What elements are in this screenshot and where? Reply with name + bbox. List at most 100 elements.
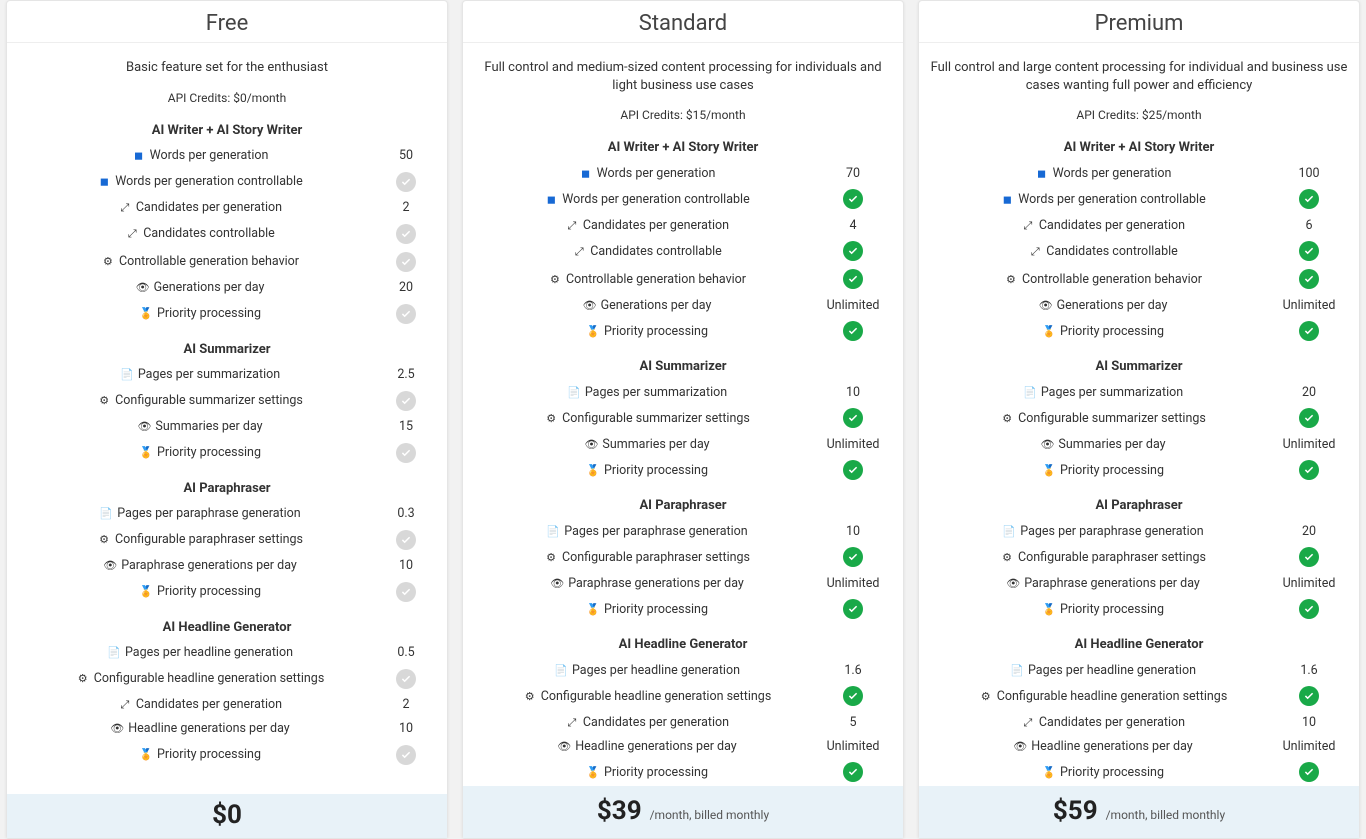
- per_day-icon: 👁: [1013, 741, 1027, 752]
- feature-row: ⤢Candidates per generation2: [7, 196, 447, 220]
- per_day-icon: 👁: [103, 560, 117, 571]
- priority-icon: 🏅: [139, 308, 153, 319]
- feature-value: 1.6: [817, 663, 889, 678]
- priority-icon: 🏅: [1042, 326, 1056, 337]
- feature-label: 👁Generations per day: [477, 298, 817, 313]
- check-icon: [396, 582, 416, 602]
- feature-row: ⤢Candidates per generation10: [919, 710, 1359, 734]
- check-icon: [396, 669, 416, 689]
- feature-label: ◼Words per generation: [21, 148, 379, 163]
- check-icon: [396, 745, 416, 765]
- plan-standard: StandardFull control and medium-sized co…: [462, 0, 904, 839]
- priority-icon: 🏅: [586, 767, 600, 778]
- pages-icon: 📄: [107, 647, 121, 658]
- per_day-icon: 👁: [136, 282, 150, 293]
- feature-row: ⚙Configurable headline generation settin…: [7, 665, 447, 693]
- priority-icon: 🏅: [1042, 465, 1056, 476]
- words-icon: ◼: [579, 168, 593, 179]
- feature-row: ◼Words per generation50: [7, 144, 447, 168]
- feature-value: 0.5: [379, 645, 433, 660]
- feature-row: 📄Pages per headline generation0.5: [7, 641, 447, 665]
- feature-label: ⚙Configurable paraphraser settings: [933, 550, 1273, 565]
- feature-label: 🏅Priority processing: [21, 747, 379, 762]
- feature-row: ⤢Candidates per generation2: [7, 693, 447, 717]
- feature-row: 📄Pages per headline generation1.6: [463, 658, 903, 682]
- feature-row: 👁Headline generations per dayUnlimited: [463, 734, 903, 758]
- per_day-icon: 👁: [557, 741, 571, 752]
- pages-icon: 📄: [554, 665, 568, 676]
- feature-row: ◼Words per generation controllable: [463, 185, 903, 213]
- candidates-icon: ⤢: [118, 699, 132, 710]
- plan-credits: API Credits: $15/month: [463, 98, 903, 126]
- feature-row: 🏅Priority processing: [463, 595, 903, 623]
- check-icon: [396, 530, 416, 550]
- feature-row: 🏅Priority processing: [463, 456, 903, 484]
- feature-value: 5: [817, 715, 889, 730]
- pages-icon: 📄: [99, 508, 113, 519]
- feature-label: ⚙Configurable summarizer settings: [21, 393, 379, 408]
- feature-value: Unlimited: [817, 437, 889, 452]
- check-icon: [1299, 599, 1319, 619]
- feature-label: ⚙Configurable summarizer settings: [933, 411, 1273, 426]
- words_ctrl-icon: ◼: [1000, 194, 1014, 205]
- feature-row: 📄Pages per paraphrase generation0.3: [7, 502, 447, 526]
- check-icon: [843, 762, 863, 782]
- check-icon: [1299, 460, 1319, 480]
- feature-label: ⚙Configurable headline generation settin…: [477, 689, 817, 704]
- feature-label: 🏅Priority processing: [21, 445, 379, 460]
- feature-value: 20: [1273, 524, 1345, 539]
- section-paraphraser: AI Paraphraser: [919, 484, 1359, 519]
- feature-value: 1.6: [1273, 663, 1345, 678]
- behavior-icon: ⚙: [1004, 274, 1018, 285]
- check-icon: [843, 241, 863, 261]
- price-term: /month, billed monthly: [650, 808, 770, 822]
- pages-icon: 📄: [120, 369, 134, 380]
- configurable-icon: ⚙: [979, 691, 993, 702]
- feature-label: 📄Pages per summarization: [933, 385, 1273, 400]
- feature-label: 👁Headline generations per day: [477, 739, 817, 754]
- priority-icon: 🏅: [139, 586, 153, 597]
- section-paraphraser: AI Paraphraser: [7, 467, 447, 502]
- configurable-icon: ⚙: [544, 413, 558, 424]
- check-icon: [843, 599, 863, 619]
- check-icon: [843, 686, 863, 706]
- plan-price: $0: [7, 794, 447, 838]
- feature-value: 10: [379, 721, 433, 736]
- configurable-icon: ⚙: [1000, 552, 1014, 563]
- feature-label: 📄Pages per summarization: [477, 385, 817, 400]
- check-icon: [396, 252, 416, 272]
- per_day-icon: 👁: [1040, 439, 1054, 450]
- feature-label: 📄Pages per paraphrase generation: [21, 506, 379, 521]
- plan-credits: API Credits: $0/month: [7, 81, 447, 109]
- feature-label: ⚙Controllable generation behavior: [477, 272, 817, 287]
- check-icon: [1299, 408, 1319, 428]
- pages-icon: 📄: [1023, 387, 1037, 398]
- feature-row: ◼Words per generation controllable: [7, 168, 447, 196]
- feature-label: 🏅Priority processing: [933, 324, 1273, 339]
- feature-row: ◼Words per generation controllable: [919, 185, 1359, 213]
- feature-row: ⚙Configurable paraphraser settings: [463, 543, 903, 571]
- feature-row: ⚙Configurable summarizer settings: [7, 387, 447, 415]
- feature-value: 100: [1273, 166, 1345, 181]
- feature-label: ◼Words per generation controllable: [933, 192, 1273, 207]
- feature-value: 10: [1273, 715, 1345, 730]
- feature-label: ⤢Candidates per generation: [477, 218, 817, 233]
- price-term: /month, billed monthly: [1106, 808, 1226, 822]
- per_day-icon: 👁: [583, 300, 597, 311]
- feature-label: ⚙Configurable headline generation settin…: [21, 671, 379, 686]
- feature-row: ⚙Controllable generation behavior: [463, 265, 903, 293]
- plan-tagline: Full control and large content processin…: [919, 43, 1359, 98]
- feature-row: ⤢Candidates controllable: [919, 237, 1359, 265]
- feature-row: 📄Pages per summarization20: [919, 380, 1359, 404]
- feature-row: 👁Headline generations per dayUnlimited: [919, 734, 1359, 758]
- feature-value: 2: [379, 200, 433, 215]
- per_day-icon: 👁: [1039, 300, 1053, 311]
- feature-value: Unlimited: [1273, 437, 1345, 452]
- feature-label: ⤢Candidates controllable: [933, 244, 1273, 259]
- check-icon: [843, 408, 863, 428]
- price-amount: $0: [212, 800, 242, 830]
- feature-row: 👁Paraphrase generations per dayUnlimited: [463, 571, 903, 595]
- feature-row: 👁Paraphrase generations per dayUnlimited: [919, 571, 1359, 595]
- per_day-icon: 👁: [550, 578, 564, 589]
- feature-label: 🏅Priority processing: [477, 324, 817, 339]
